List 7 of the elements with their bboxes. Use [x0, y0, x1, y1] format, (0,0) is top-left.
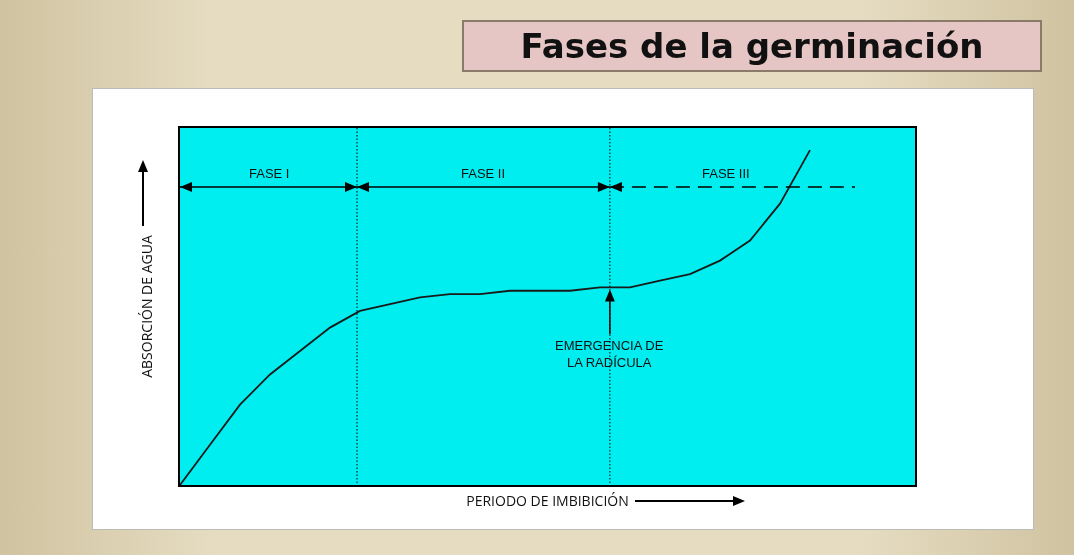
annotation: FASE II — [461, 166, 506, 181]
annotation: FASE III — [702, 166, 750, 181]
annotation: FASE I — [249, 166, 290, 181]
annotation: EMERGENCIA DE LA RADÍCULA — [555, 338, 664, 370]
chart-title: Fases de la germinación — [462, 20, 1042, 72]
y-axis-title: ABSORCIÓN DE AGUA — [137, 235, 157, 378]
x-axis-title: PERIODO DE IMBIBICIÓN — [466, 490, 629, 510]
